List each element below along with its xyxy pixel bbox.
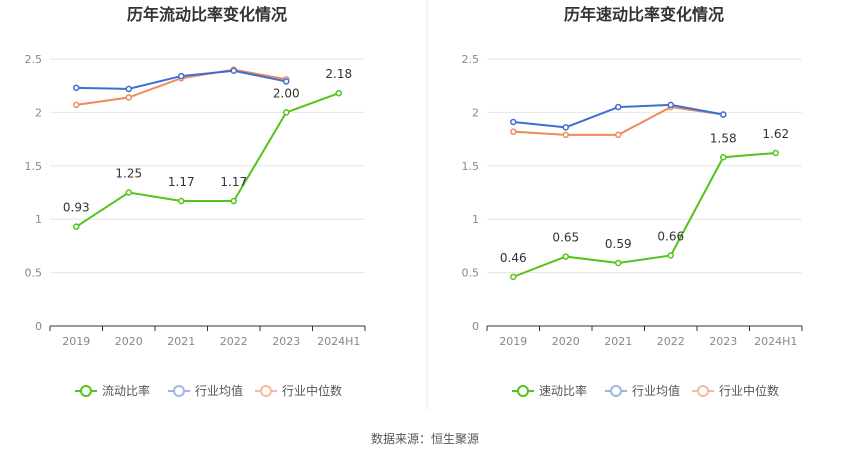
legend-marker — [610, 385, 622, 397]
x-tick-label: 2019 — [62, 335, 90, 348]
y-tick-label: 0.5 — [25, 267, 43, 280]
data-label: 0.59 — [605, 237, 632, 251]
data-label: 0.46 — [500, 251, 527, 265]
x-tick-label: 2022 — [657, 335, 685, 348]
data-point — [720, 111, 727, 118]
y-tick-label: 2 — [35, 106, 42, 119]
data-label: 1.58 — [710, 131, 737, 145]
data-point — [178, 72, 185, 80]
data-label: 1.17 — [168, 175, 195, 189]
y-tick-label: 0 — [35, 320, 42, 333]
y-tick-label: 0 — [472, 320, 479, 333]
series-line-2 — [513, 106, 724, 136]
data-point — [562, 124, 569, 131]
data-point — [772, 149, 779, 157]
data-label: 1.17 — [220, 175, 247, 189]
data-point — [125, 189, 132, 196]
data-point — [615, 103, 622, 111]
data-point — [230, 197, 237, 205]
y-tick-label: 1 — [35, 213, 42, 226]
data-point — [562, 131, 569, 139]
data-point — [125, 85, 132, 93]
data-point — [667, 101, 674, 109]
data-point — [720, 154, 727, 161]
x-tick-label: 2024H1 — [754, 335, 797, 348]
x-tick-label: 2019 — [499, 335, 527, 348]
y-tick-label: 1.5 — [25, 160, 43, 173]
current-ratio-chart: 历年流动比率变化情况 0 0.5 1 1.5 2 2.5 2019 2020 2021 2022 20… — [25, 5, 366, 398]
data-point — [335, 89, 342, 97]
x-tick-label: 2021 — [604, 335, 632, 348]
legend-label: 行业中位数 — [282, 383, 342, 398]
legend-marker — [697, 385, 709, 397]
data-label: 0.66 — [657, 230, 684, 244]
x-tick-label: 2021 — [167, 335, 195, 348]
data-label: 1.62 — [762, 127, 789, 141]
data-point — [125, 94, 132, 101]
chart-title: 历年流动比率变化情况 — [127, 5, 287, 24]
chart-title: 历年速动比率变化情况 — [564, 5, 724, 24]
data-label: 0.93 — [63, 201, 90, 215]
data-point — [73, 101, 80, 109]
legend-marker — [260, 385, 272, 397]
data-label: 0.65 — [552, 231, 579, 245]
series-line-0 — [75, 92, 340, 228]
legend-marker — [80, 385, 92, 397]
x-tick-label: 2020 — [115, 335, 143, 348]
y-tick-label: 1 — [472, 213, 479, 226]
data-point — [73, 84, 80, 92]
legend-label: 行业均值 — [195, 383, 243, 398]
data-point — [73, 223, 80, 230]
x-tick-label: 2023 — [709, 335, 737, 348]
data-point — [562, 253, 569, 260]
x-tick-label: 2020 — [552, 335, 580, 348]
series-line-0 — [512, 151, 776, 278]
y-tick-label: 1.5 — [462, 160, 480, 173]
data-point — [510, 118, 517, 126]
legend-label: 流动比率 — [102, 383, 150, 398]
legend-marker — [517, 385, 529, 397]
data-point — [615, 259, 622, 267]
y-tick-label: 0.5 — [462, 267, 480, 280]
legend-label: 速动比率 — [539, 383, 587, 398]
x-tick-label: 2024H1 — [317, 335, 360, 348]
data-point — [283, 78, 290, 85]
y-tick-label: 2 — [472, 106, 479, 119]
legend-label: 行业均值 — [632, 383, 680, 398]
data-label: 1.25 — [115, 167, 142, 181]
data-point — [510, 128, 517, 135]
legend-label: 行业中位数 — [719, 383, 779, 398]
x-tick-label: 2022 — [220, 335, 248, 348]
x-tick-label: 2023 — [272, 335, 300, 348]
data-point — [510, 273, 517, 281]
data-point — [178, 197, 185, 205]
data-point — [283, 109, 290, 116]
data-point — [667, 252, 674, 259]
y-tick-label: 2.5 — [462, 53, 480, 66]
data-point — [230, 67, 237, 74]
quick-ratio-chart: 历年速动比率变化情况 0 0.5 1 1.5 2 2.5 2019 2020 2021 2022 20… — [462, 5, 803, 398]
data-label: 2.18 — [325, 67, 352, 81]
legend-marker — [173, 385, 185, 397]
source-note: 数据来源：恒生聚源 — [370, 432, 479, 446]
data-label: 2.00 — [273, 86, 300, 100]
y-tick-label: 2.5 — [25, 53, 43, 66]
data-point — [615, 131, 622, 139]
